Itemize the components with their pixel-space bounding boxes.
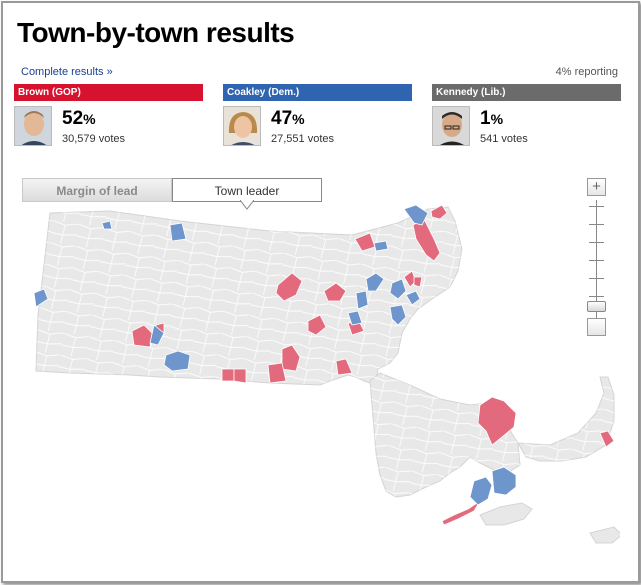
town-dem[interactable] (373, 240, 389, 252)
candidate-label: Coakley (Dem.) (223, 84, 412, 101)
zoom-tick (589, 206, 604, 207)
tab-margin-of-lead[interactable]: Margin of lead (22, 178, 172, 202)
candidate-votes: 27,551 votes (271, 133, 334, 145)
marthas-vineyard (479, 502, 533, 526)
candidate-label: Brown (GOP) (14, 84, 203, 101)
town-gop[interactable] (412, 218, 441, 262)
plus-icon: + (592, 178, 601, 195)
candidate-percent: 52% (62, 108, 96, 129)
candidate-votes: 30,579 votes (62, 133, 125, 145)
town-gop[interactable] (441, 500, 481, 526)
town-dem[interactable] (347, 310, 363, 326)
zoom-tick (589, 278, 604, 279)
candidate-percent: 47% (271, 108, 305, 129)
town-gop[interactable] (233, 368, 247, 384)
town-dem[interactable] (491, 466, 517, 496)
zoom-tick (589, 242, 604, 243)
zoom-slider-thumb[interactable] (587, 300, 606, 312)
reporting-status: 4% reporting (555, 66, 618, 78)
candidate-percent: 1% (480, 108, 504, 129)
candidate-photo (432, 106, 470, 146)
candidate-kennedy: Kennedy (Lib.) 1% 541 votes (432, 84, 621, 146)
town-dem[interactable] (149, 324, 165, 346)
tab-town-leader[interactable]: Town leader (172, 178, 322, 202)
town-gop[interactable] (335, 358, 353, 376)
candidate-photo (14, 106, 52, 146)
candidate-label: Kennedy (Lib.) (432, 84, 621, 101)
town-dem[interactable] (405, 290, 421, 306)
town-dem[interactable] (101, 220, 113, 230)
town-gop[interactable] (221, 368, 235, 382)
nantucket (589, 526, 620, 544)
candidate-brown: Brown (GOP) 52% 30,579 votes (14, 84, 203, 146)
complete-results-link[interactable]: Complete results » (21, 66, 113, 78)
caret-down-icon (240, 200, 254, 210)
town-gop[interactable] (307, 314, 327, 336)
town-dem[interactable] (389, 304, 407, 326)
town-gop[interactable] (430, 204, 448, 220)
zoom-tick (589, 296, 604, 297)
zoom-in-button[interactable]: + (587, 178, 606, 196)
town-gop[interactable] (477, 396, 517, 446)
zoom-tick (589, 224, 604, 225)
town-dem[interactable] (469, 476, 493, 506)
town-dem[interactable] (33, 288, 49, 308)
town-gop[interactable] (413, 276, 423, 288)
zoom-out-button[interactable] (587, 318, 606, 336)
zoom-track[interactable] (596, 200, 597, 318)
town-gop[interactable] (275, 272, 303, 302)
page-title: Town-by-town results (17, 17, 295, 48)
town-map[interactable] (30, 195, 620, 575)
town-dem[interactable] (389, 278, 407, 300)
candidate-photo (223, 106, 261, 146)
candidate-votes: 541 votes (480, 133, 528, 145)
town-dem[interactable] (169, 222, 187, 242)
candidate-coakley: Coakley (Dem.) 47% 27,551 votes (223, 84, 412, 146)
town-dem[interactable] (365, 272, 385, 292)
town-dem[interactable] (163, 350, 191, 372)
view-tabs: Margin of lead Town leader (22, 178, 322, 202)
town-gop[interactable] (267, 362, 287, 384)
town-gop[interactable] (599, 430, 615, 448)
town-dem[interactable] (355, 290, 369, 310)
town-boundaries (36, 207, 614, 497)
town-gop[interactable] (323, 282, 347, 302)
zoom-tick (589, 260, 604, 261)
town-dem[interactable] (403, 204, 429, 226)
